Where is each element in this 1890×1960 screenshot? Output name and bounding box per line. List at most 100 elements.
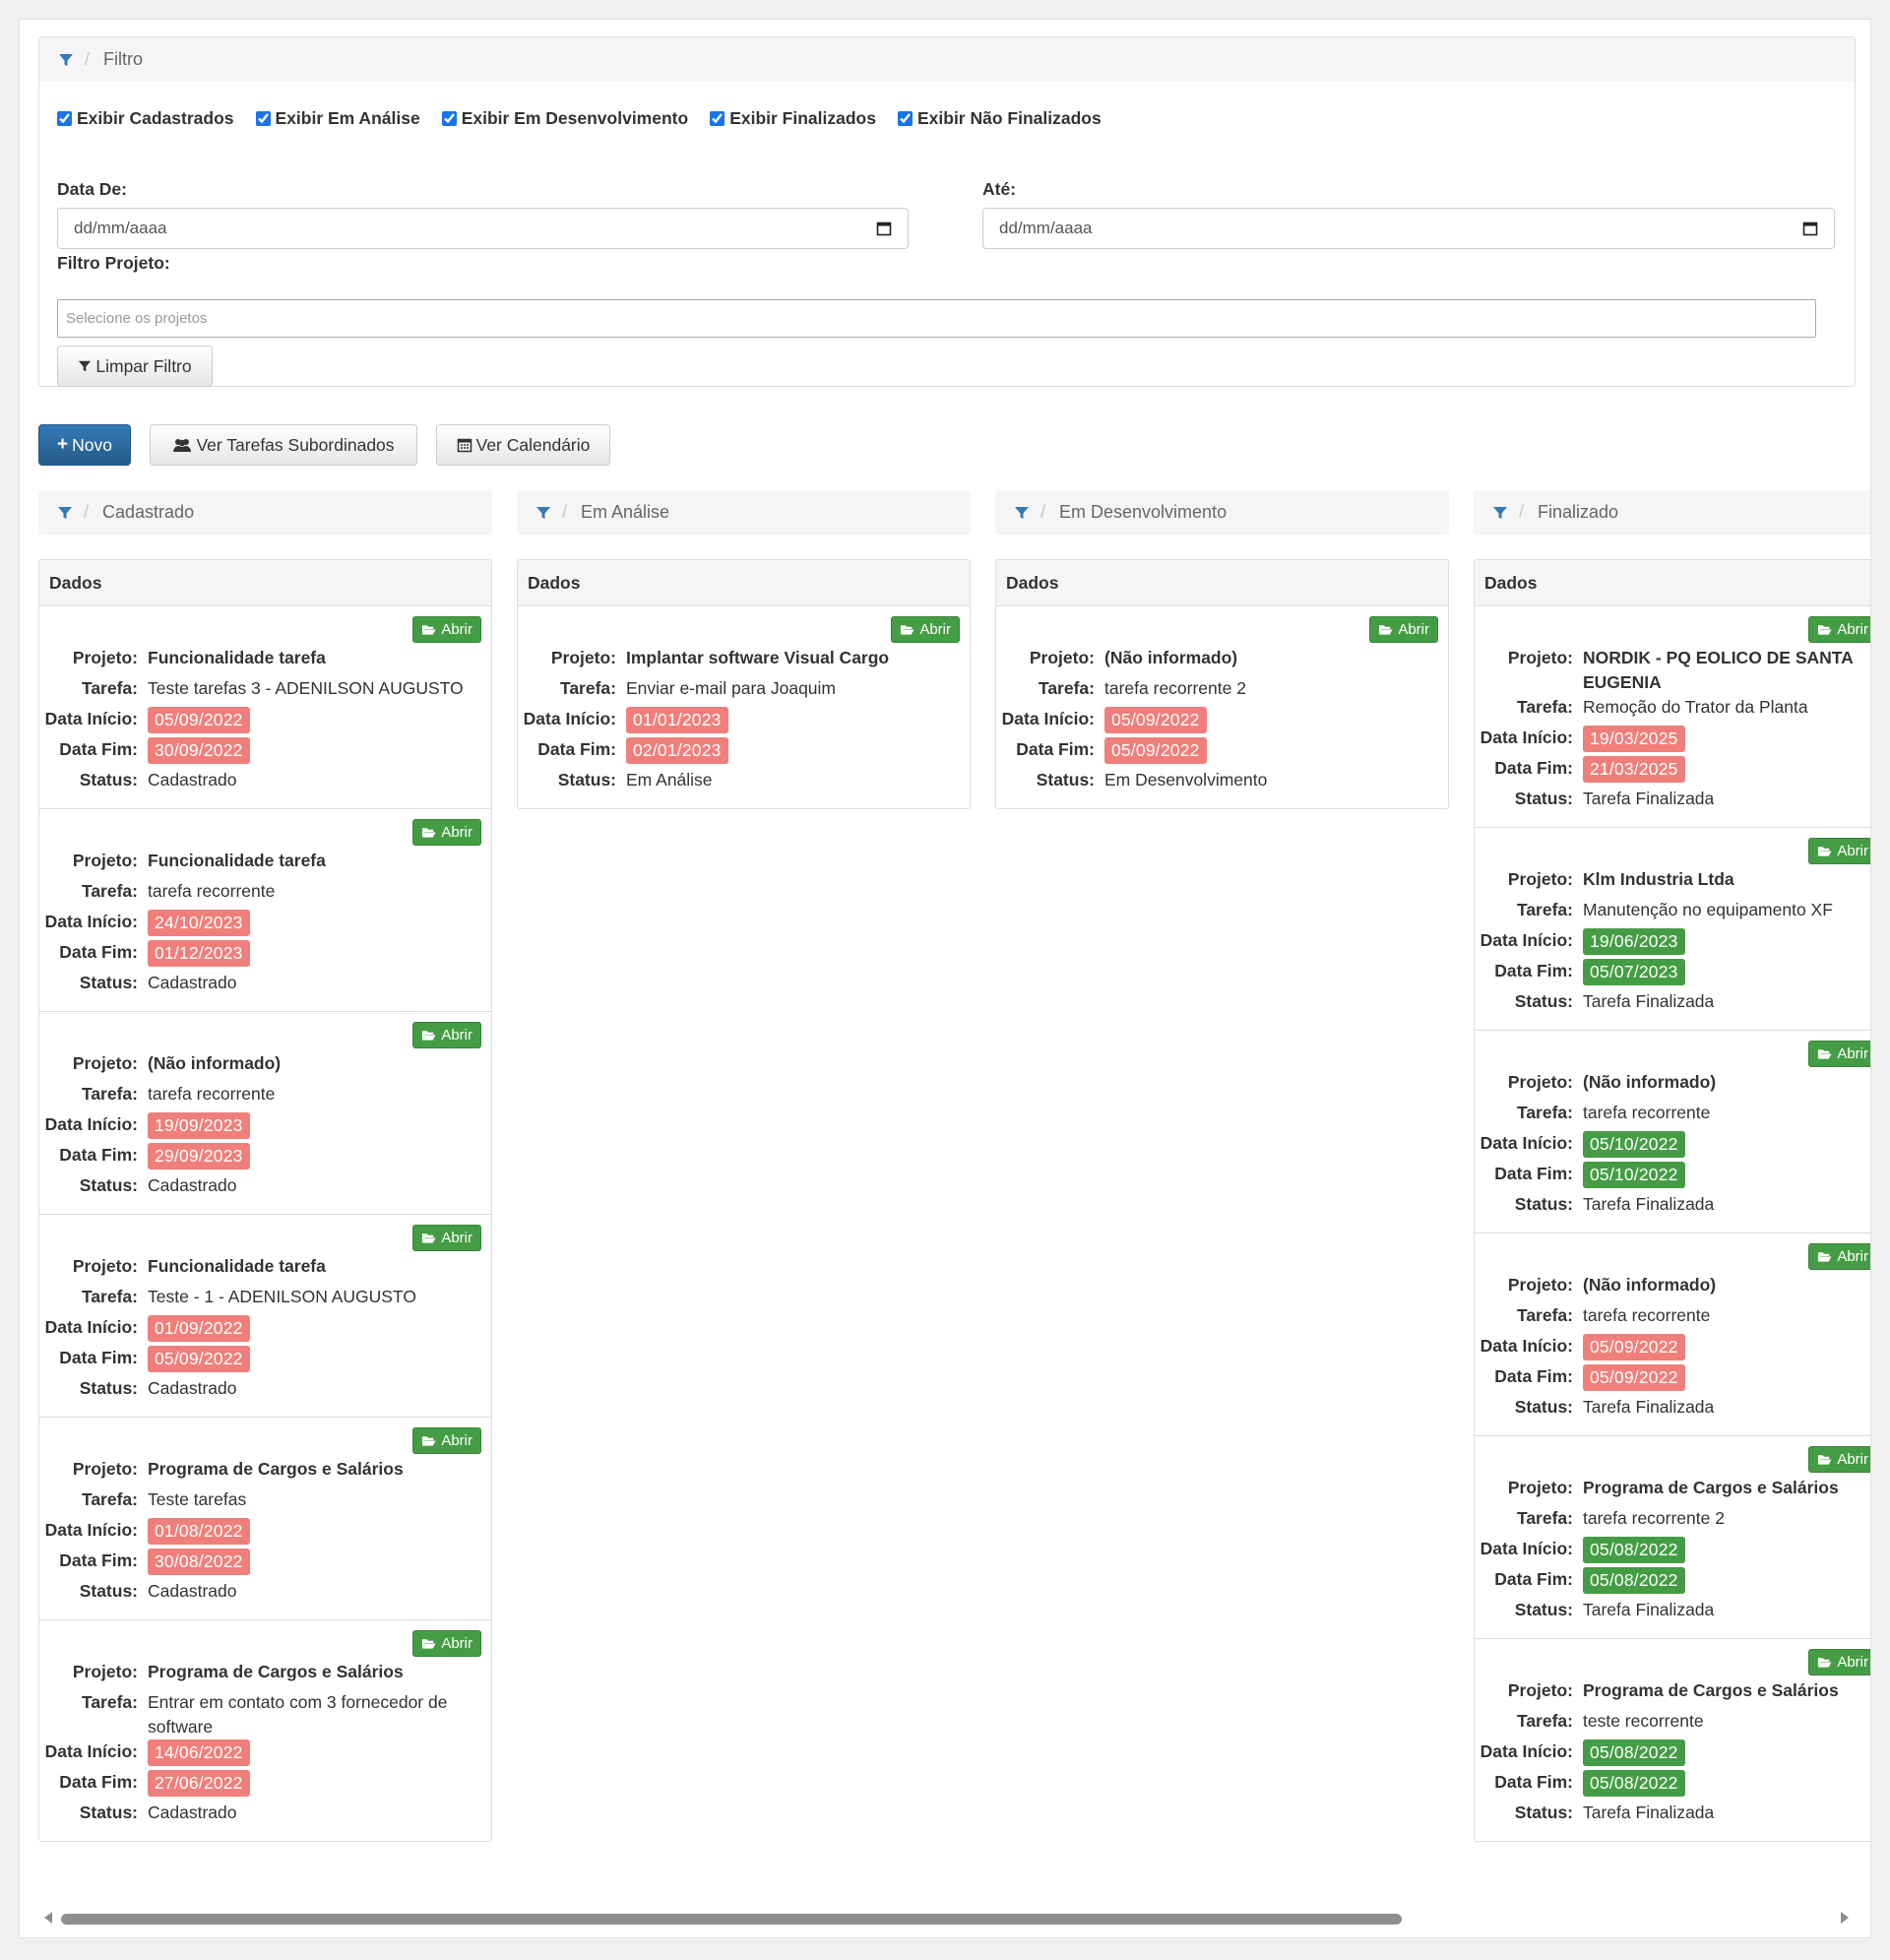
- date-badge: 05/09/2022: [148, 707, 250, 733]
- field-label-inicio: Data Início:: [1480, 727, 1573, 747]
- date-badge: 14/06/2022: [148, 1739, 250, 1766]
- field-row-inicio: Data Início: 19/06/2023: [1475, 928, 1870, 959]
- field-value-fim: 01/12/2023: [148, 940, 491, 967]
- panel-title: Dados: [39, 560, 491, 606]
- field-value-tarefa: tarefa recorrente: [148, 1084, 276, 1104]
- open-button[interactable]: Abrir: [412, 819, 481, 846]
- date-badge: 21/03/2025: [1583, 756, 1685, 783]
- calendar-icon[interactable]: [1802, 221, 1818, 236]
- checkbox-exibir-em-desenvolvimento[interactable]: Exibir Em Desenvolvimento: [441, 108, 688, 129]
- checkbox-input[interactable]: [710, 111, 725, 126]
- open-button[interactable]: Abrir: [412, 1022, 481, 1048]
- scroll-left-icon[interactable]: [44, 1912, 52, 1924]
- clear-filter-button[interactable]: Limpar Filtro: [57, 346, 213, 387]
- field-label-tarefa: Tarefa:: [1038, 678, 1095, 698]
- task-card: Abrir Projeto: Funcionalidade tarefa Tarefa…: [39, 606, 491, 809]
- calendar-icon[interactable]: [876, 221, 892, 236]
- plus-icon: +: [57, 434, 69, 455]
- field-value-tarefa: Teste tarefas: [148, 1489, 247, 1509]
- open-button[interactable]: Abrir: [1808, 616, 1870, 643]
- field-label-projeto: Projeto:: [1029, 648, 1095, 667]
- field-row-status: Status: Tarefa Finalizada: [1475, 989, 1870, 1020]
- panel-title: Dados: [1475, 560, 1870, 606]
- open-button[interactable]: Abrir: [891, 616, 960, 643]
- open-button[interactable]: Abrir: [1369, 616, 1438, 643]
- date-to-label: Até:: [982, 179, 1017, 199]
- field-value-fim: 05/10/2022: [1583, 1162, 1870, 1188]
- field-label-inicio: Data Início:: [44, 1520, 138, 1540]
- checkbox-exibir-nao-finalizados[interactable]: Exibir Não Finalizados: [897, 108, 1102, 129]
- field-value-inicio: 01/08/2022: [148, 1518, 491, 1545]
- view-subordinates-button[interactable]: Ver Tarefas Subordinados: [150, 424, 417, 466]
- field-value-tarefa: Teste tarefas 3 - ADENILSON AUGUSTO: [148, 678, 464, 698]
- checkbox-input[interactable]: [255, 111, 271, 126]
- filter-icon[interactable]: [57, 52, 75, 68]
- field-value-status: Tarefa Finalizada: [1583, 789, 1715, 808]
- field-label-inicio: Data Início:: [44, 912, 138, 931]
- horizontal-scrollbar[interactable]: [20, 1908, 1870, 1928]
- field-row-status: Status: Cadastrado: [39, 971, 491, 1001]
- column-title: Cadastrado: [102, 502, 195, 522]
- field-row-inicio: Data Início: 24/10/2023: [39, 910, 491, 940]
- field-label-inicio: Data Início:: [1480, 1133, 1573, 1153]
- view-calendar-button[interactable]: Ver Calendário: [436, 424, 610, 466]
- field-label-projeto: Projeto:: [1507, 869, 1573, 889]
- open-button[interactable]: Abrir: [412, 1630, 481, 1657]
- field-label-inicio: Data Início:: [1480, 1741, 1573, 1761]
- field-value-projeto: Funcionalidade tarefa: [148, 648, 326, 667]
- field-value-projeto: Klm Industria Ltda: [1583, 869, 1734, 889]
- open-button[interactable]: Abrir: [1808, 838, 1870, 864]
- field-row-status: Status: Cadastrado: [39, 1173, 491, 1204]
- scroll-right-icon[interactable]: [1841, 1912, 1849, 1924]
- checkbox-input[interactable]: [57, 111, 72, 126]
- field-label-status: Status:: [79, 770, 138, 790]
- date-to-input[interactable]: dd/mm/aaaa: [982, 208, 1835, 249]
- filter-icon[interactable]: [56, 505, 74, 521]
- checkbox-input[interactable]: [441, 111, 457, 126]
- task-card: Abrir Projeto: Klm Industria Ltda Tarefa: Ma…: [1475, 828, 1870, 1031]
- card-list: Abrir Projeto: NORDIK - PQ EOLICO DE SANTA…: [1475, 606, 1870, 1841]
- checkbox-exibir-cadastrados[interactable]: Exibir Cadastrados: [57, 108, 234, 129]
- task-card: Abrir Projeto: Funcionalidade tarefa Tarefa…: [39, 809, 491, 1012]
- field-label-inicio: Data Início:: [1480, 1539, 1573, 1558]
- date-from-placeholder: dd/mm/aaaa: [74, 219, 167, 237]
- open-button[interactable]: Abrir: [412, 1427, 481, 1454]
- new-button[interactable]: + Novo: [38, 424, 131, 466]
- field-value-status: Cadastrado: [148, 1581, 237, 1601]
- date-badge: 05/09/2022: [1583, 1364, 1685, 1391]
- field-row-fim: Data Fim: 05/08/2022: [1475, 1567, 1870, 1598]
- open-button[interactable]: Abrir: [1808, 1243, 1870, 1270]
- card-list: Abrir Projeto: Funcionalidade tarefa Tarefa…: [39, 606, 491, 1841]
- field-row-tarefa: Tarefa: tarefa recorrente: [39, 879, 491, 910]
- card-list: Abrir Projeto: (Não informado) Tarefa: taref…: [996, 606, 1448, 808]
- scrollbar-thumb[interactable]: [61, 1914, 1402, 1925]
- checkbox-exibir-finalizados[interactable]: Exibir Finalizados: [710, 108, 876, 129]
- field-label-inicio: Data Início:: [44, 709, 138, 728]
- open-button[interactable]: Abrir: [1808, 1649, 1870, 1675]
- filter-icon[interactable]: [535, 505, 552, 521]
- folder-open-icon: [422, 1436, 436, 1446]
- field-row-fim: Data Fim: 05/09/2022: [39, 1346, 491, 1376]
- date-badge: 05/07/2023: [1583, 959, 1685, 985]
- open-button[interactable]: Abrir: [1808, 1446, 1870, 1473]
- open-button[interactable]: Abrir: [1808, 1041, 1870, 1067]
- checkbox-input[interactable]: [897, 111, 913, 126]
- column-panel-em-desenvolvimento: Dados Abrir Projeto: (Não informado) Tarefa…: [995, 559, 1449, 809]
- project-filter-label: Filtro Projeto:: [57, 253, 170, 273]
- project-select[interactable]: Selecione os projetos: [57, 299, 1816, 338]
- open-button[interactable]: Abrir: [412, 1225, 481, 1251]
- field-row-projeto: Projeto: NORDIK - PQ EOLICO DE SANTA EUGE…: [1475, 646, 1870, 695]
- date-badge: 05/09/2022: [148, 1346, 250, 1372]
- field-label-projeto: Projeto:: [72, 1459, 138, 1479]
- filter-icon[interactable]: [1491, 505, 1509, 521]
- date-from-input[interactable]: dd/mm/aaaa: [57, 208, 909, 249]
- field-label-status: Status:: [557, 770, 616, 790]
- checkbox-exibir-em-analise[interactable]: Exibir Em Análise: [255, 108, 420, 129]
- field-label-inicio: Data Início:: [44, 1317, 138, 1337]
- filter-icon[interactable]: [1013, 505, 1031, 521]
- field-label-tarefa: Tarefa:: [1516, 900, 1573, 919]
- field-row-projeto: Projeto: (Não informado): [1475, 1273, 1870, 1303]
- field-row-status: Status: Em Desenvolvimento: [996, 768, 1448, 798]
- open-button[interactable]: Abrir: [412, 616, 481, 643]
- field-value-fim: 05/09/2022: [1583, 1364, 1870, 1391]
